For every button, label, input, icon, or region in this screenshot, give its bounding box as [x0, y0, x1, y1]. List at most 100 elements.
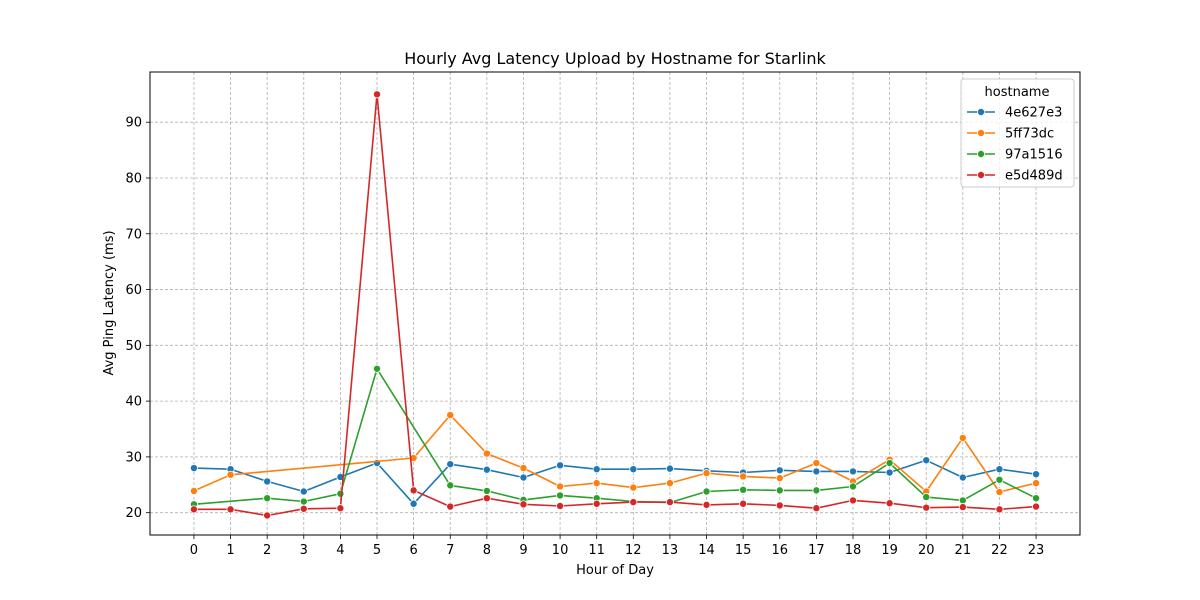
x-tick-label: 16 [771, 543, 788, 558]
x-tick-label: 3 [300, 543, 308, 558]
x-tick-label: 23 [1028, 543, 1045, 558]
data-point-5ff73dc [226, 470, 235, 479]
data-point-97a1516 [848, 482, 857, 491]
x-tick-label: 2 [263, 543, 271, 558]
data-point-97a1516 [958, 496, 967, 505]
data-point-e5d489d [702, 500, 711, 509]
series-line-e5d489d [193, 93, 1037, 517]
data-point-5ff73dc [812, 459, 821, 468]
legend-swatch-marker [977, 170, 986, 179]
data-point-5ff73dc [995, 488, 1004, 497]
data-point-e5d489d [775, 501, 784, 510]
y-tick-label: 50 [125, 339, 142, 354]
data-point-4e627e3 [922, 456, 931, 465]
data-point-5ff73dc [629, 483, 638, 492]
data-point-97a1516 [263, 494, 272, 503]
data-point-97a1516 [1032, 494, 1041, 503]
x-tick-label: 18 [845, 543, 862, 558]
x-tick-label: 14 [698, 543, 715, 558]
data-point-e5d489d [812, 504, 821, 513]
data-point-4e627e3 [263, 477, 272, 486]
data-point-5ff73dc [739, 472, 748, 481]
series-layer [189, 90, 1041, 520]
data-point-4e627e3 [446, 460, 455, 469]
data-point-e5d489d [336, 504, 345, 513]
data-point-5ff73dc [189, 486, 198, 495]
data-point-97a1516 [739, 485, 748, 494]
ticks-layer: 0 1 2 3 4 5 6 7 8 9 10 11 12 13 14 15 16 17 18 19 20 21 22 2320… [125, 116, 1044, 558]
x-tick-label: 12 [625, 543, 642, 558]
y-tick-label: 40 [125, 395, 142, 410]
data-point-e5d489d [519, 500, 528, 509]
data-point-e5d489d [739, 499, 748, 508]
data-point-e5d489d [226, 505, 235, 514]
x-tick-label: 5 [373, 543, 381, 558]
data-point-4e627e3 [775, 466, 784, 475]
chart-title: Hourly Avg Latency Upload by Hostname fo… [404, 49, 826, 68]
data-point-97a1516 [812, 486, 821, 495]
data-point-e5d489d [189, 505, 198, 514]
data-point-4e627e3 [885, 468, 894, 477]
data-point-4e627e3 [1032, 470, 1041, 479]
data-point-4e627e3 [592, 465, 601, 474]
data-point-e5d489d [1032, 502, 1041, 511]
data-point-4e627e3 [848, 467, 857, 476]
data-point-5ff73dc [665, 479, 674, 488]
legend-swatch-marker [977, 149, 986, 158]
data-point-4e627e3 [812, 467, 821, 476]
data-point-e5d489d [592, 499, 601, 508]
data-point-4e627e3 [299, 487, 308, 496]
data-point-4e627e3 [665, 464, 674, 473]
data-point-97a1516 [446, 481, 455, 490]
legend-entries: 4e627e3 5ff73dc 97a1516 e5d489d [967, 106, 1063, 184]
data-point-4e627e3 [409, 499, 418, 508]
data-point-e5d489d [629, 498, 638, 507]
data-point-5ff73dc [592, 479, 601, 488]
legend-swatch-marker [977, 128, 986, 137]
data-point-5ff73dc [775, 474, 784, 483]
data-point-97a1516 [373, 364, 382, 373]
data-point-e5d489d [922, 503, 931, 512]
data-point-e5d489d [665, 498, 674, 507]
data-point-5ff73dc [702, 469, 711, 478]
data-point-97a1516 [336, 489, 345, 498]
data-point-4e627e3 [482, 465, 491, 474]
x-tick-label: 1 [226, 543, 234, 558]
data-point-e5d489d [446, 502, 455, 511]
x-tick-label: 7 [446, 543, 454, 558]
x-tick-label: 9 [519, 543, 527, 558]
y-tick-label: 90 [125, 116, 142, 131]
x-tick-label: 8 [483, 543, 491, 558]
data-point-4e627e3 [556, 461, 565, 470]
data-point-97a1516 [702, 487, 711, 496]
data-point-e5d489d [848, 496, 857, 505]
legend-label: 97a1516 [1005, 148, 1063, 163]
x-tick-label: 11 [588, 543, 605, 558]
data-point-e5d489d [299, 504, 308, 513]
y-tick-label: 80 [125, 171, 142, 186]
data-point-5ff73dc [519, 464, 528, 473]
data-point-5ff73dc [958, 433, 967, 442]
data-point-97a1516 [922, 493, 931, 502]
data-point-5ff73dc [482, 449, 491, 458]
data-point-4e627e3 [995, 465, 1004, 474]
data-point-97a1516 [556, 491, 565, 500]
series-line-4e627e3 [193, 459, 1037, 505]
data-point-4e627e3 [519, 473, 528, 482]
data-point-e5d489d [885, 499, 894, 508]
series-line-5ff73dc [193, 414, 1037, 493]
data-point-4e627e3 [336, 472, 345, 481]
legend-title: hostname [985, 85, 1050, 100]
x-tick-label: 20 [918, 543, 935, 558]
data-point-e5d489d [995, 505, 1004, 514]
y-tick-label: 70 [125, 227, 142, 242]
legend-swatch-marker [977, 108, 986, 117]
data-point-5ff73dc [446, 411, 455, 420]
data-point-e5d489d [482, 494, 491, 503]
data-point-e5d489d [409, 486, 418, 495]
x-tick-label: 17 [808, 543, 825, 558]
data-point-e5d489d [958, 503, 967, 512]
data-point-4e627e3 [629, 465, 638, 474]
